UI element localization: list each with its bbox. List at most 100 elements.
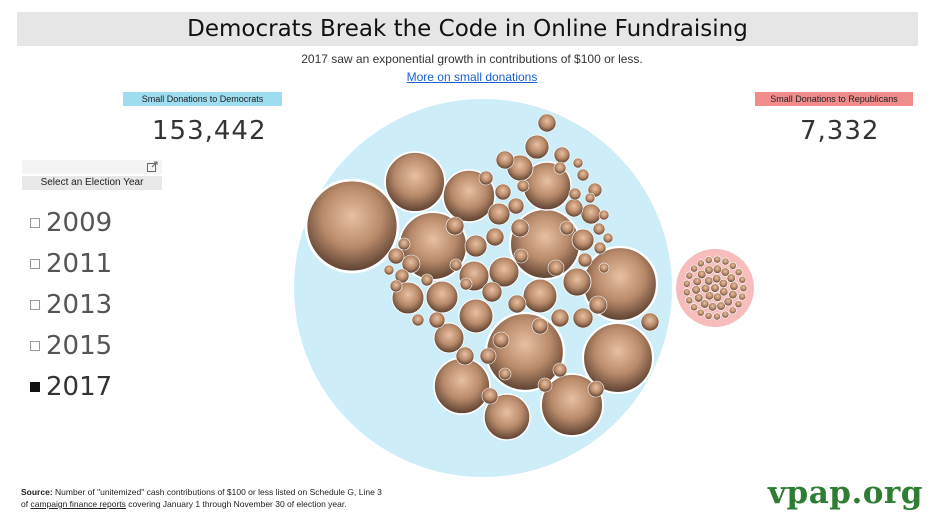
candidate-photo[interactable] [704, 265, 714, 275]
candidate-photo[interactable] [718, 278, 728, 289]
candidate-photo[interactable] [593, 241, 607, 255]
candidate-photo[interactable] [552, 362, 568, 378]
candidate-photo[interactable] [464, 234, 488, 258]
candidate-photo[interactable] [485, 227, 505, 247]
candidate-photo[interactable] [592, 222, 606, 236]
candidate-photo[interactable] [540, 373, 604, 437]
candidate-photo[interactable] [420, 273, 434, 287]
candidate-photo[interactable] [728, 289, 738, 300]
candidate-photo[interactable] [433, 322, 465, 354]
candidate-photo[interactable] [522, 278, 558, 314]
checkbox-icon[interactable] [30, 258, 40, 269]
candidate-photo[interactable] [428, 311, 446, 329]
candidate-photo[interactable] [697, 269, 707, 279]
candidate-photo[interactable] [553, 146, 571, 164]
candidate-photo[interactable] [537, 113, 557, 133]
checkbox-icon[interactable] [30, 340, 40, 351]
candidate-photo[interactable] [587, 380, 605, 398]
candidate-photo[interactable] [685, 271, 694, 280]
candidate-photo[interactable] [397, 237, 411, 251]
candidate-photo[interactable] [580, 203, 602, 225]
candidate-photo[interactable] [723, 297, 733, 307]
campaign-finance-reports-link[interactable]: campaign finance reports [30, 499, 126, 509]
candidate-photo[interactable] [598, 209, 610, 221]
candidate-photo[interactable] [721, 310, 730, 319]
candidate-photo[interactable] [449, 258, 463, 272]
candidate-photo[interactable] [691, 285, 701, 295]
candidate-photo[interactable] [537, 377, 553, 393]
candidate-photo[interactable] [513, 248, 529, 264]
candidate-photo[interactable] [562, 267, 592, 297]
candidate-photo[interactable] [581, 321, 655, 395]
candidate-photo[interactable] [682, 288, 691, 297]
candidate-photo[interactable] [455, 346, 475, 366]
candidate-photo[interactable] [487, 202, 511, 226]
candidate-photo[interactable] [481, 387, 499, 405]
candidate-photo[interactable] [713, 312, 721, 321]
candidate-photo[interactable] [483, 393, 531, 441]
year-option-2009[interactable]: 2009 [30, 202, 112, 243]
candidate-photo[interactable] [492, 331, 510, 349]
candidate-photo[interactable] [572, 307, 594, 329]
candidate-photo[interactable] [401, 254, 421, 274]
candidate-photo[interactable] [726, 273, 736, 283]
candidate-photo[interactable] [524, 134, 550, 160]
candidate-photo[interactable] [481, 281, 503, 303]
checkbox-icon[interactable] [30, 299, 40, 310]
candidate-photo[interactable] [602, 232, 614, 244]
candidate-photo[interactable] [728, 261, 737, 270]
checkbox-icon[interactable] [30, 381, 40, 392]
candidate-photo[interactable] [694, 293, 704, 303]
candidate-photo[interactable] [387, 247, 405, 265]
candidate-photo[interactable] [488, 256, 520, 288]
candidate-photo[interactable] [550, 308, 570, 328]
candidate-photo[interactable] [478, 170, 494, 186]
candidate-photo[interactable] [531, 317, 549, 335]
candidate-photo[interactable] [484, 311, 566, 393]
year-option-2015[interactable]: 2015 [30, 325, 112, 366]
candidate-photo[interactable] [739, 284, 748, 292]
candidate-photo[interactable] [568, 187, 582, 201]
candidate-photo[interactable] [498, 367, 512, 381]
candidate-photo[interactable] [507, 294, 527, 314]
more-small-donations-link[interactable]: More on small donations [406, 70, 538, 84]
candidate-photo[interactable] [510, 218, 530, 238]
checkbox-icon[interactable] [30, 217, 40, 228]
candidate-photo[interactable] [411, 313, 425, 327]
candidate-photo[interactable] [738, 292, 747, 301]
candidate-photo[interactable] [458, 298, 494, 334]
candidate-photo[interactable] [704, 291, 715, 301]
candidate-photo[interactable] [459, 277, 473, 291]
candidate-photo[interactable] [507, 197, 525, 215]
candidate-photo[interactable] [588, 295, 608, 315]
candidate-photo[interactable] [547, 259, 565, 277]
candidate-photo[interactable] [384, 151, 446, 213]
candidate-photo[interactable] [584, 192, 596, 204]
candidate-photo[interactable] [685, 296, 694, 305]
expand-icon[interactable] [147, 161, 158, 172]
candidate-photo[interactable] [704, 311, 713, 320]
candidate-photo[interactable] [729, 281, 739, 291]
candidate-photo[interactable] [433, 357, 491, 415]
candidate-photo[interactable] [576, 168, 590, 182]
candidate-photo[interactable] [712, 264, 723, 274]
candidate-photo[interactable] [598, 262, 610, 274]
year-option-2017[interactable]: 2017 [30, 366, 112, 407]
candidate-photo[interactable] [713, 255, 722, 264]
candidate-photo[interactable] [721, 257, 730, 266]
candidate-photo[interactable] [640, 312, 660, 332]
candidate-photo[interactable] [425, 280, 459, 314]
candidate-photo[interactable] [696, 308, 705, 317]
candidate-photo[interactable] [707, 302, 718, 312]
candidate-photo[interactable] [494, 183, 512, 201]
candidate-photo[interactable] [479, 347, 497, 365]
candidate-photo[interactable] [690, 303, 698, 312]
candidate-photo[interactable] [716, 301, 726, 311]
candidate-photo[interactable] [734, 300, 743, 309]
candidate-photo[interactable] [559, 220, 575, 236]
candidate-photo[interactable] [572, 157, 584, 169]
candidate-photo[interactable] [712, 292, 723, 302]
candidate-photo[interactable] [738, 275, 747, 284]
candidate-photo[interactable] [712, 274, 722, 284]
candidate-photo[interactable] [495, 150, 515, 170]
